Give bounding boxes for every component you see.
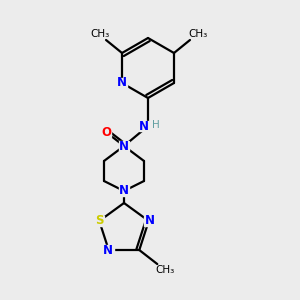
Text: S: S: [95, 214, 103, 227]
Bar: [144, 216, 154, 226]
Text: N: N: [145, 214, 155, 227]
Text: O: O: [101, 125, 111, 139]
Text: N: N: [119, 140, 129, 152]
Text: H: H: [152, 120, 160, 130]
Bar: [104, 245, 114, 255]
Text: CH₃: CH₃: [188, 29, 208, 39]
Bar: [101, 127, 110, 137]
Bar: [117, 78, 127, 88]
Bar: [94, 216, 104, 226]
Bar: [139, 121, 151, 131]
Text: N: N: [119, 184, 129, 197]
Text: N: N: [139, 119, 149, 133]
Text: N: N: [103, 244, 113, 256]
Text: CH₃: CH₃: [90, 29, 110, 39]
Text: N: N: [117, 76, 127, 89]
Text: CH₃: CH₃: [156, 265, 175, 275]
Bar: [119, 141, 129, 151]
Bar: [119, 186, 129, 196]
